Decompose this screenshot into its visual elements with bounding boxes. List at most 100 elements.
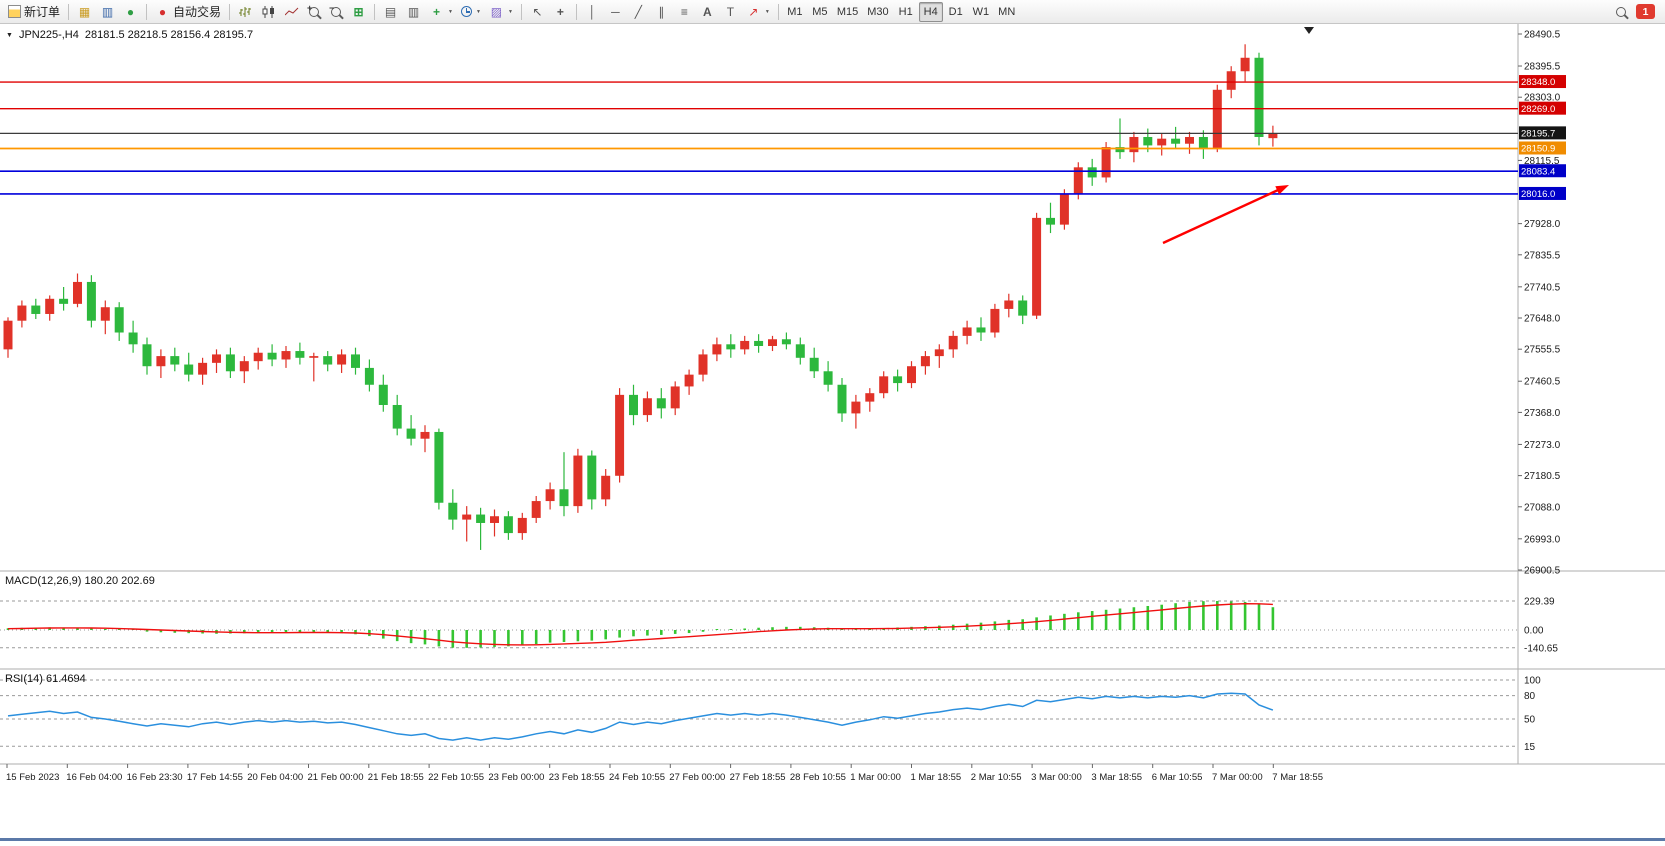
vertical-line-button[interactable]: │ (581, 2, 604, 22)
bar-chart-icon (238, 4, 253, 19)
rsi-pane (7, 692, 1274, 741)
horizontal-line-button[interactable]: ─ (604, 2, 627, 22)
clock-icon (460, 6, 472, 17)
notifications-badge[interactable]: 1 (1636, 4, 1655, 19)
dropdown-caret-icon: ▼ (507, 8, 513, 15)
chart-canvas[interactable]: 28490.5 28395.5 28303.0 28115.5 27928.0 27835… (0, 24, 1665, 841)
tile-charts-button[interactable]: ▥ (402, 2, 425, 22)
trendline-button[interactable]: ╱ (627, 2, 650, 22)
svg-text:50: 50 (1524, 715, 1536, 726)
tile-charts-icon: ▥ (407, 4, 420, 19)
minus-sign-icon: − (329, 2, 335, 13)
chart-symbol-label: ▼ JPN225-,H4 28181.5 28218.5 28156.4 281… (6, 29, 253, 41)
svg-text:27273.0: 27273.0 (1524, 440, 1561, 451)
dropdown-caret-icon: ▼ (448, 8, 453, 15)
svg-text:80: 80 (1524, 691, 1536, 702)
arrows-tool-button[interactable]: ↗ ▼ (742, 2, 774, 22)
periods-button[interactable]: ▼ (457, 2, 485, 22)
toolbar-separator (374, 3, 376, 20)
timeframe-button-mn[interactable]: MN (994, 2, 1019, 22)
label-tool-button[interactable]: T (719, 2, 742, 22)
market-watch-button[interactable]: ▥ (96, 2, 119, 22)
svg-text:3 Mar 18:55: 3 Mar 18:55 (1091, 772, 1142, 783)
zoom-in-button[interactable]: + (303, 2, 325, 22)
trendline-icon: ╱ (634, 4, 642, 19)
cascade-windows-button[interactable]: ▤ (379, 2, 402, 22)
collapse-icon[interactable]: ▼ (6, 31, 13, 39)
new-chart-icon: ▦ (78, 4, 91, 19)
svg-text:16 Feb 23:30: 16 Feb 23:30 (127, 772, 183, 783)
navigator-icon: ● (126, 4, 135, 19)
svg-text:28395.5: 28395.5 (1524, 62, 1561, 73)
zoom-out-button[interactable]: − (325, 2, 347, 22)
auto-trading-button[interactable]: ● 自动交易 (151, 2, 225, 22)
svg-text:7 Mar 18:55: 7 Mar 18:55 (1272, 772, 1323, 783)
svg-text:24 Feb 10:55: 24 Feb 10:55 (609, 772, 665, 783)
zoom-in-icon (309, 6, 320, 17)
bar-chart-button[interactable] (234, 2, 257, 22)
svg-text:27 Feb 18:55: 27 Feb 18:55 (730, 772, 786, 783)
svg-text:26993.0: 26993.0 (1524, 534, 1561, 545)
crosshair-button[interactable]: + (549, 2, 572, 22)
cursor-button[interactable]: ↖ (526, 2, 549, 22)
svg-text:23 Feb 18:55: 23 Feb 18:55 (549, 772, 605, 783)
auto-trading-icon: ● (158, 4, 167, 19)
fibonacci-icon: ≡ (680, 4, 688, 19)
svg-text:27368.0: 27368.0 (1524, 408, 1561, 419)
svg-text:27740.5: 27740.5 (1524, 282, 1561, 293)
fibonacci-button[interactable]: ≡ (673, 2, 696, 22)
timeframe-button-h1[interactable]: H1 (894, 2, 918, 22)
tile-windows-button[interactable]: ⊞ (347, 2, 370, 22)
svg-text:21 Feb 18:55: 21 Feb 18:55 (368, 772, 424, 783)
line-chart-button[interactable] (280, 2, 303, 22)
candlestick-chart-button[interactable] (257, 2, 280, 22)
navigator-button[interactable]: ● (119, 2, 142, 22)
svg-text:28115.5: 28115.5 (1524, 156, 1560, 167)
svg-text:27648.0: 27648.0 (1524, 314, 1561, 325)
svg-text:17 Feb 14:55: 17 Feb 14:55 (187, 772, 243, 783)
symbol-search-button[interactable] (1610, 2, 1632, 22)
channel-icon: ∥ (658, 4, 665, 19)
new-chart-button[interactable]: ▦ (73, 2, 96, 22)
svg-text:28195.7: 28195.7 (1521, 129, 1555, 140)
svg-text:28 Feb 10:55: 28 Feb 10:55 (790, 772, 846, 783)
svg-text:28303.0: 28303.0 (1524, 93, 1561, 104)
templates-button[interactable]: ▨ ▼ (485, 2, 517, 22)
chart-window: 28490.5 28395.5 28303.0 28115.5 27928.0 27835… (0, 24, 1665, 841)
svg-text:3 Mar 00:00: 3 Mar 00:00 (1031, 772, 1082, 783)
svg-text:-140.65: -140.65 (1524, 643, 1558, 654)
indicators-button[interactable]: + ▼ (425, 2, 457, 22)
trend-arrow-annotation (1162, 185, 1289, 245)
timeframe-button-m5[interactable]: M5 (808, 2, 832, 22)
channel-button[interactable]: ∥ (650, 2, 673, 22)
rsi-indicator-label: RSI(14) 61.4694 (5, 673, 86, 685)
svg-text:2 Mar 10:55: 2 Mar 10:55 (971, 772, 1022, 783)
toolbar-separator (68, 3, 70, 20)
timeframe-button-h4[interactable]: H4 (918, 1, 943, 22)
timeframe-button-m15[interactable]: M15 (833, 2, 862, 22)
svg-text:229.39: 229.39 (1524, 597, 1555, 608)
svg-text:20 Feb 04:00: 20 Feb 04:00 (247, 772, 303, 783)
cursor-icon: ↖ (532, 4, 543, 19)
timeframe-button-m1[interactable]: M1 (783, 2, 807, 22)
svg-text:15: 15 (1524, 742, 1536, 753)
timeframe-toolbar: M1 M5 M15 M30 H1 H4 D1 W1 MN (783, 1, 1019, 22)
arrows-tool-icon: ↗ (748, 4, 759, 19)
svg-text:100: 100 (1524, 676, 1541, 687)
macd-pane (6, 601, 1275, 648)
toolbar-separator (520, 3, 522, 20)
new-order-label: 新订单 (24, 5, 61, 19)
svg-text:16 Feb 04:00: 16 Feb 04:00 (66, 772, 122, 783)
crosshair-icon: + (556, 4, 564, 19)
text-tool-icon: A (703, 4, 712, 19)
svg-text:28083.4: 28083.4 (1521, 166, 1555, 177)
timeframe-button-m30[interactable]: M30 (863, 2, 892, 22)
timeframe-button-w1[interactable]: W1 (969, 2, 994, 22)
price-axis: 28490.5 28395.5 28303.0 28115.5 27928.0 27835… (1518, 30, 1566, 753)
text-tool-button[interactable]: A (696, 2, 719, 22)
time-axis: 15 Feb 2023 16 Feb 04:00 16 Feb 23:30 17 Fe… (6, 764, 1323, 783)
timeframe-button-d1[interactable]: D1 (944, 2, 968, 22)
new-order-button[interactable]: 新订单 (4, 2, 64, 22)
new-order-icon (8, 5, 21, 18)
toolbar-separator (575, 3, 577, 20)
